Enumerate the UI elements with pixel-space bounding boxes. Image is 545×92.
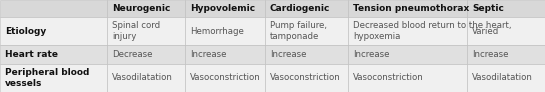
Text: Spinal cord
injury: Spinal cord injury [112,21,160,41]
Text: Heart rate: Heart rate [5,50,58,59]
Text: Etiology: Etiology [5,26,46,36]
Text: Vasoconstriction: Vasoconstriction [190,74,261,83]
Bar [107,17,185,45]
Bar [0,64,107,92]
Bar [185,0,265,17]
Text: Tension pneumothorax: Tension pneumothorax [353,4,469,13]
Bar [107,64,185,92]
Text: Pump failure,
tamponade: Pump failure, tamponade [270,21,327,41]
Bar [185,17,265,45]
Text: Peripheral blood
vessels: Peripheral blood vessels [5,68,89,88]
Text: Vasodilatation: Vasodilatation [112,74,173,83]
Text: Increase: Increase [190,50,227,59]
Bar [467,17,545,45]
Bar [467,64,545,92]
Bar [265,64,348,92]
Text: Septic: Septic [472,4,504,13]
Bar [265,17,348,45]
Bar [265,0,348,17]
Bar [348,64,467,92]
Text: Neurogenic: Neurogenic [112,4,171,13]
Bar [467,0,545,17]
Text: Decreased blood return to the heart,
hypoxemia: Decreased blood return to the heart, hyp… [353,21,512,41]
Text: Vasoconstriction: Vasoconstriction [353,74,424,83]
Text: Vasodilatation: Vasodilatation [472,74,533,83]
Bar [265,45,348,64]
Bar [107,45,185,64]
Text: Cardiogenic: Cardiogenic [270,4,330,13]
Bar [348,45,467,64]
Text: Hemorrhage: Hemorrhage [190,26,244,36]
Text: Vasoconstriction: Vasoconstriction [270,74,341,83]
Bar [467,45,545,64]
Text: Decrease: Decrease [112,50,153,59]
Bar [185,64,265,92]
Bar [0,17,107,45]
Bar [0,0,107,17]
Text: Increase: Increase [270,50,306,59]
Text: Increase: Increase [353,50,390,59]
Bar [185,45,265,64]
Bar [107,0,185,17]
Bar [348,0,467,17]
Text: Increase: Increase [472,50,508,59]
Bar [348,17,467,45]
Bar [0,45,107,64]
Text: Hypovolemic: Hypovolemic [190,4,255,13]
Text: Varied: Varied [472,26,499,36]
